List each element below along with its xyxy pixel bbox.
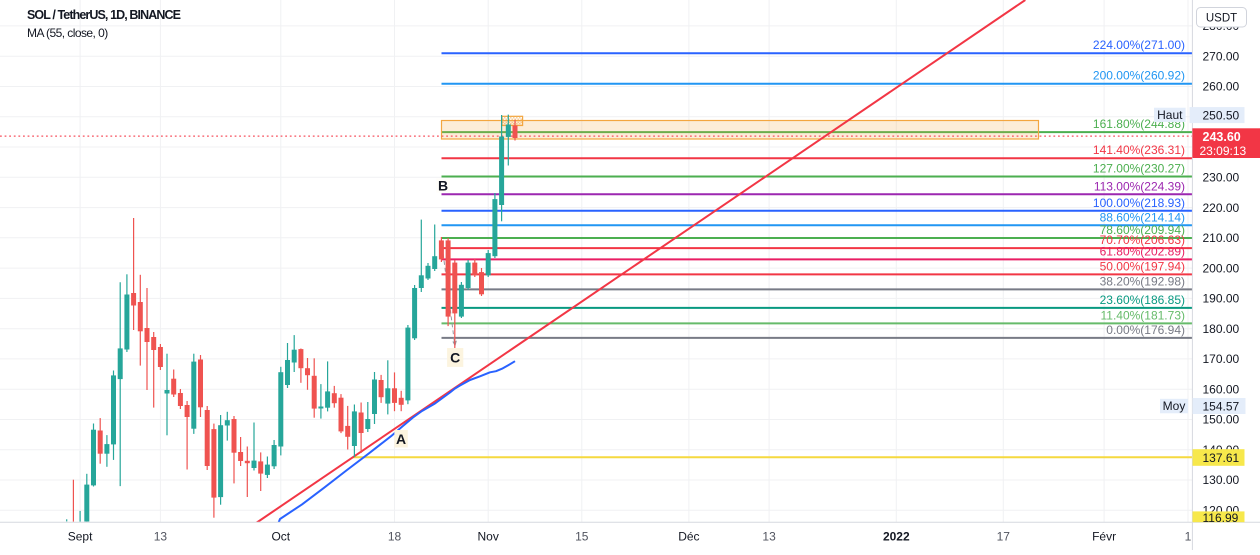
svg-text:Févr: Févr <box>1092 530 1116 544</box>
svg-text:Nov: Nov <box>478 530 499 544</box>
svg-text:100.00%(218.93): 100.00%(218.93) <box>1093 196 1185 210</box>
svg-text:50.00%(197.94): 50.00%(197.94) <box>1100 259 1185 273</box>
svg-text:190.00: 190.00 <box>1203 292 1240 306</box>
svg-text:200.00: 200.00 <box>1203 261 1240 275</box>
svg-text:13: 13 <box>154 530 168 544</box>
svg-text:137.61: 137.61 <box>1203 451 1240 465</box>
svg-text:15: 15 <box>575 530 589 544</box>
svg-text:38.20%(192.98): 38.20%(192.98) <box>1100 274 1185 288</box>
svg-text:78.60%(209.94): 78.60%(209.94) <box>1100 223 1185 237</box>
svg-text:13: 13 <box>762 530 776 544</box>
svg-text:23.60%(186.85): 23.60%(186.85) <box>1100 293 1185 307</box>
svg-text:Déc: Déc <box>678 530 699 544</box>
svg-text:116.99: 116.99 <box>1203 511 1239 525</box>
svg-text:270.00: 270.00 <box>1203 49 1240 63</box>
svg-text:220.00: 220.00 <box>1203 201 1240 215</box>
svg-text:Moy: Moy <box>1163 399 1186 413</box>
svg-text:243.60: 243.60 <box>1203 130 1241 144</box>
svg-text:MA (55, close, 0): MA (55, close, 0) <box>27 26 108 40</box>
svg-text:23:09:13: 23:09:13 <box>1200 144 1247 158</box>
svg-text:224.00%(271.00): 224.00%(271.00) <box>1093 38 1185 52</box>
svg-text:113.00%(224.39): 113.00%(224.39) <box>1094 179 1185 193</box>
svg-text:A: A <box>396 431 406 447</box>
svg-text:200.00%(260.92): 200.00%(260.92) <box>1093 69 1185 83</box>
svg-text:127.00%(230.27): 127.00%(230.27) <box>1093 162 1185 176</box>
svg-text:18: 18 <box>388 530 402 544</box>
svg-text:USDT: USDT <box>1206 12 1237 24</box>
svg-text:160.00: 160.00 <box>1203 382 1240 396</box>
svg-text:230.00: 230.00 <box>1203 171 1240 185</box>
svg-text:250.50: 250.50 <box>1203 109 1240 123</box>
svg-text:1: 1 <box>1185 530 1192 544</box>
svg-text:130.00: 130.00 <box>1203 473 1240 487</box>
svg-text:2022: 2022 <box>883 530 910 544</box>
svg-text:260.00: 260.00 <box>1203 80 1240 94</box>
svg-text:SOL / TetherUS, 1D, BINANCE: SOL / TetherUS, 1D, BINANCE <box>27 8 181 22</box>
svg-text:Oct: Oct <box>271 530 290 544</box>
svg-text:0.00%(176.94): 0.00%(176.94) <box>1106 323 1185 337</box>
svg-text:B: B <box>438 178 448 194</box>
svg-text:C: C <box>450 350 460 366</box>
svg-text:Sept: Sept <box>68 530 93 544</box>
svg-text:141.40%(236.31): 141.40%(236.31) <box>1093 143 1185 157</box>
svg-text:70.70%(206.63): 70.70%(206.63) <box>1100 233 1185 247</box>
svg-text:88.60%(214.14): 88.60%(214.14) <box>1100 210 1185 224</box>
svg-text:210.00: 210.00 <box>1203 231 1240 245</box>
svg-text:170.00: 170.00 <box>1203 352 1240 366</box>
svg-text:180.00: 180.00 <box>1203 322 1240 336</box>
svg-text:154.57: 154.57 <box>1203 400 1240 414</box>
svg-text:Haut: Haut <box>1157 108 1183 122</box>
svg-text:61.80%(202.89): 61.80%(202.89) <box>1100 244 1185 258</box>
svg-text:17: 17 <box>997 530 1011 544</box>
svg-text:11.40%(181.73): 11.40%(181.73) <box>1100 308 1185 322</box>
svg-text:150.00: 150.00 <box>1203 413 1240 427</box>
